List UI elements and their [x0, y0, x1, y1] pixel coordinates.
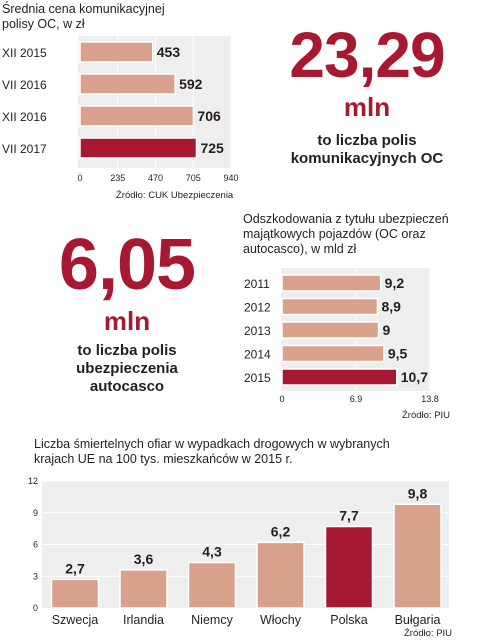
chart1-x-tick-label: 0: [77, 173, 82, 183]
chart1-value-label: 453: [157, 44, 181, 60]
chart1-x-tick-label: 470: [148, 173, 163, 183]
chart2-title-line1: Odszkodowania z tytułu ubezpieczeń: [243, 212, 449, 226]
chart3-value-label: 9,8: [408, 485, 428, 501]
stat-oc-number: 23,29: [289, 19, 445, 91]
chart1-value-label: 592: [179, 76, 203, 92]
stat-ac-caption-line2: ubezpieczenia: [76, 360, 178, 377]
chart2-category-label: 2015: [244, 371, 271, 385]
stat-oc-caption-line1: to liczba polis: [317, 132, 417, 149]
chart2-bar: [281, 297, 379, 316]
chart3-title-line1: Liczba śmiertelnych ofiar w wypadkach dr…: [34, 437, 390, 451]
chart2-x-tick-label: 6.9: [350, 394, 363, 404]
chart3-category-label: Włochy: [260, 613, 302, 627]
chart2-plot-area: [281, 268, 430, 391]
stat-oc-caption: to liczba polis komunikacyjnych OC: [262, 132, 472, 168]
chart1-category-label: VII 2016: [2, 78, 47, 92]
chart2-title-line2: majątkowych pojazdów (OC oraz: [243, 227, 426, 241]
chart3-category-label: Bułgaria: [395, 613, 441, 627]
chart3-y-tick-label: 0: [33, 603, 38, 613]
chart3-bar: [119, 569, 168, 609]
chart3-bar: [393, 503, 442, 609]
stat-ac-number: 6,05: [58, 225, 196, 305]
chart1-x-tick-label: 940: [223, 173, 238, 183]
chart2-bar: [281, 274, 382, 292]
chart2-category-label: 2011: [244, 277, 270, 291]
chart1-bar: [79, 73, 176, 95]
chart2-value-label: 9: [383, 322, 391, 338]
chart2-category-label: 2013: [244, 324, 271, 338]
chart1-value-label: 706: [197, 108, 221, 124]
chart2-category-label: 2014: [244, 348, 271, 362]
chart2-title: Odszkodowania z tytułu ubezpieczeń mająt…: [243, 212, 478, 257]
chart3-bar: [256, 541, 305, 609]
chart2-bar: [281, 344, 385, 363]
chart3-bar: [187, 561, 237, 609]
chart3-y-tick-label: 9: [33, 508, 38, 518]
chart1-category-label: VII 2017: [2, 142, 47, 156]
chart1-plot-area: [78, 36, 231, 168]
chart2-value-label: 8,9: [381, 299, 401, 315]
stat-ac-unit: mln: [103, 306, 151, 336]
chart1-title-line2: polisy OC, w zł: [2, 17, 85, 31]
chart3-value-label: 3,6: [134, 551, 154, 567]
chart2-category-label: 2012: [244, 301, 271, 315]
chart2-title-line3: autocasco), w mld zł: [243, 242, 357, 256]
stat-oc-unit: mln: [343, 92, 391, 122]
chart3-bar: [50, 578, 100, 609]
chart1-x-tick-label: 705: [186, 173, 201, 183]
chart1-bar: [79, 137, 198, 159]
chart2-x-tick-label: 13.8: [421, 394, 439, 404]
chart3-value-label: 4,3: [202, 543, 222, 559]
chart2-source: Źródło: PIU: [402, 410, 451, 421]
chart3-value-label: 2,7: [65, 560, 85, 576]
chart2-bar: [281, 368, 398, 386]
chart2-value-label: 10,7: [401, 369, 428, 385]
chart3-y-tick-label: 12: [28, 476, 38, 486]
chart3-category-label: Irlandia: [123, 613, 164, 627]
chart3-category-label: Szwecja: [52, 613, 99, 627]
chart3-plot-area: [42, 481, 449, 608]
chart2-value-label: 9,5: [388, 346, 408, 362]
chart3-y-tick-label: 3: [33, 571, 38, 581]
chart3-title: Liczba śmiertelnych ofiar w wypadkach dr…: [34, 437, 474, 467]
chart3-source: Źródło: PIU: [404, 628, 453, 639]
chart1-title-line1: Średnia cena komunikacyjnej: [2, 2, 165, 16]
chart2-x-tick-label: 0: [279, 394, 284, 404]
stat-ac-caption: to liczba polis ubezpieczenia autocasco: [22, 342, 232, 396]
chart1-title: Średnia cena komunikacyjnej polisy OC, w…: [2, 2, 232, 32]
chart3-value-label: 6,2: [271, 523, 291, 539]
stat-oc-caption-line2: komunikacyjnych OC: [290, 150, 444, 167]
chart3-category-label: Polska: [330, 613, 368, 627]
chart3-value-label: 7,7: [339, 508, 359, 524]
chart3-title-line2: krajach UE na 100 tys. mieszkańców w 201…: [34, 452, 293, 466]
chart3-bar: [324, 525, 374, 609]
chart1-x-tick-label: 235: [110, 173, 125, 183]
chart2-value-label: 9,2: [385, 275, 405, 291]
stat-ac-caption-line1: to liczba polis: [77, 342, 177, 359]
chart3-y-tick-label: 6: [33, 540, 38, 550]
chart1-bar: [79, 105, 195, 127]
chart1-category-label: XII 2015: [2, 46, 47, 60]
chart1-category-label: XII 2016: [2, 110, 47, 124]
stat-ac-caption-line3: autocasco: [89, 378, 165, 395]
chart1-source: Źródło: CUK Ubezpieczenia: [116, 190, 234, 201]
chart1-value-label: 725: [200, 140, 224, 156]
chart1-bar: [79, 41, 154, 63]
chart2-bar: [281, 321, 380, 339]
chart3-category-label: Niemcy: [191, 613, 233, 627]
